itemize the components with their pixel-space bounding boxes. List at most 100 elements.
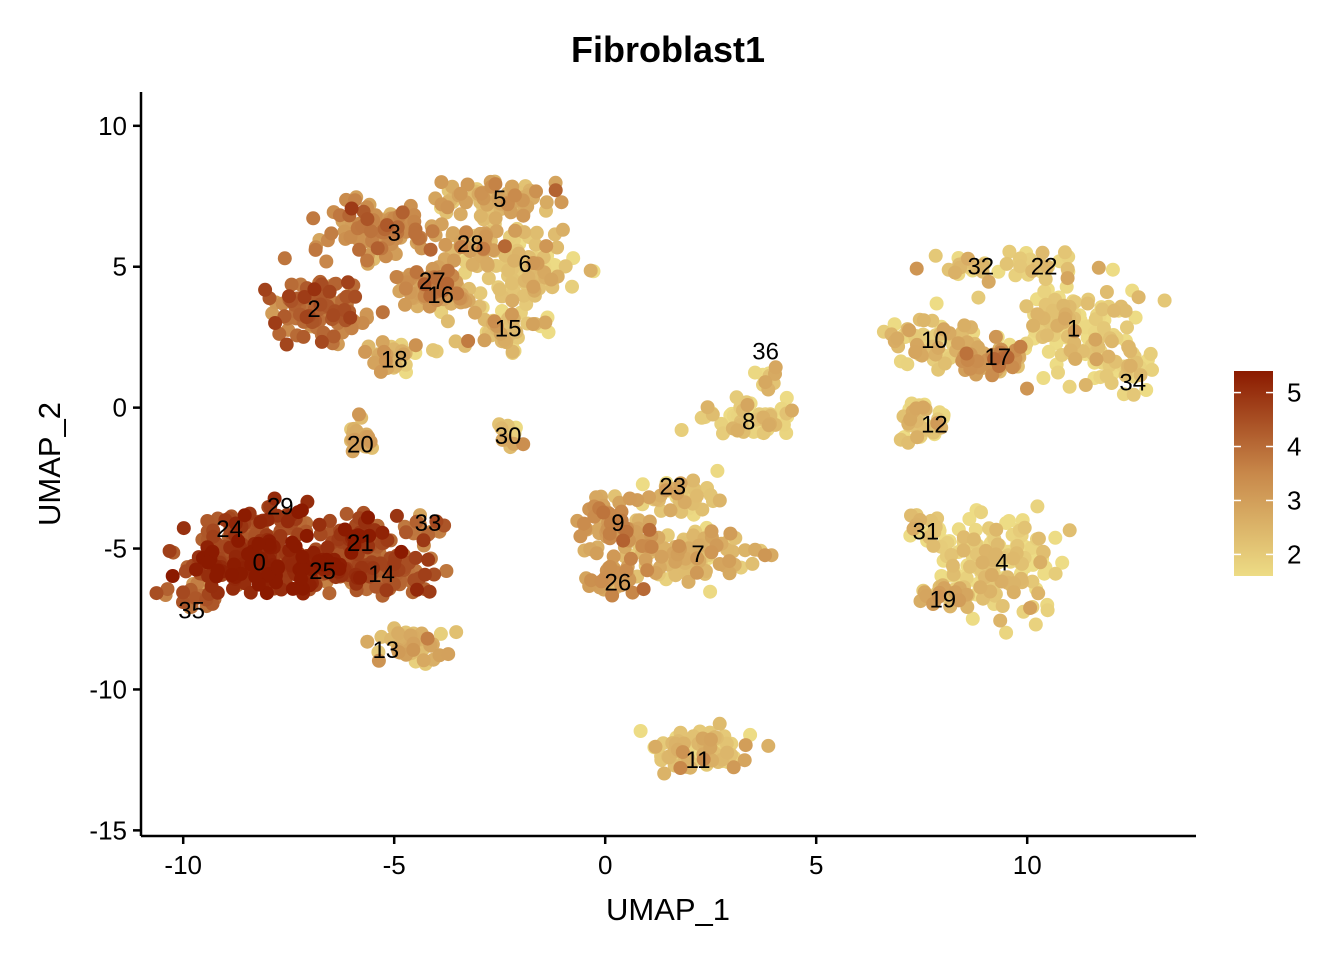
cell-point-cluster-23 [663,503,678,518]
cell-point-cluster-6 [548,258,562,273]
cell-point-cluster-6 [507,253,522,268]
cell-point-cluster-11 [675,745,690,760]
cell-point-cluster-11 [761,738,776,753]
cell-point-cluster-1 [1040,328,1054,343]
cell-point-cluster-26 [636,582,651,597]
cell-point-cluster-8 [674,423,689,437]
cell-point-cluster-6 [565,279,579,294]
cluster-label-21: 21 [347,530,374,557]
cell-point-cluster-23 [712,493,727,508]
cell-point-cluster-36 [758,375,773,390]
cell-point-cluster-23 [686,473,701,488]
cell-point-cluster-7 [704,545,719,560]
cell-point-cluster-7 [758,548,772,563]
cell-point-cluster-0 [241,547,255,562]
cell-point-cluster-16 [440,314,455,329]
cluster-label-33: 33 [415,510,442,537]
cell-point-cluster-24 [176,521,191,536]
y-tick-label: -5 [104,534,127,564]
cell-point-cluster-26 [625,585,640,600]
cell-point-cluster-14 [421,552,436,567]
cell-point-cluster-2 [277,251,292,266]
cell-point-cluster-2 [297,290,312,304]
cell-point-cluster-20 [352,407,366,422]
cell-point-cluster-26 [603,560,618,574]
cell-point-cluster-5 [488,211,503,226]
cell-point-cluster-15 [538,315,553,330]
cell-point-cluster-0 [271,561,285,576]
cell-point-cluster-7 [704,524,719,539]
cell-point-cluster-1 [1067,324,1082,339]
cell-point-cluster-6 [465,257,480,272]
cell-point-cluster-2 [375,305,390,320]
cell-point-cluster-11 [712,716,727,731]
cell-point-cluster-13 [449,625,464,640]
cell-point-cluster-12 [909,401,924,416]
cell-point-cluster-10 [902,323,917,338]
cell-point-cluster-6 [481,271,496,286]
cell-point-cluster-9 [642,522,657,537]
cell-point-cluster-18 [408,338,423,353]
cell-point-cluster-6 [558,259,573,274]
cell-point-cluster-9 [596,505,611,520]
cell-point-cluster-7 [686,528,701,543]
x-tick-label: 5 [809,850,823,880]
cell-point-cluster-32 [928,248,943,263]
cell-point-cluster-32 [961,251,975,266]
cell-point-cluster-35 [188,591,203,606]
cell-point-cluster-5 [453,186,468,201]
cell-point-cluster-6 [526,279,541,294]
cell-point-cluster-1 [1089,352,1104,367]
cell-point-cluster-4 [956,543,971,558]
cell-point-cluster-6 [473,286,488,301]
cell-point-cluster-0 [288,539,303,554]
cell-point-cluster-4 [1055,555,1070,570]
cell-point-cluster-3 [390,220,405,235]
legend-tick-label: 2 [1287,539,1301,569]
cell-point-cluster-2 [313,297,328,312]
cell-point-cluster-35 [176,595,190,610]
cell-point-cluster-2 [279,337,294,352]
cell-point-cluster-5 [539,195,554,210]
cell-point-cluster-10 [936,322,951,337]
cell-point-cluster-4 [993,613,1008,628]
cell-point-cluster-0 [295,549,310,564]
cell-point-cluster-6 [505,293,520,308]
cell-point-cluster-29 [294,503,309,518]
cell-point-cluster-0 [251,536,266,551]
cell-point-cluster-1 [1051,365,1065,380]
cell-point-cluster-22 [1091,260,1106,275]
cell-point-cluster-6 [550,240,565,255]
cell-point-cluster-22 [1040,259,1055,274]
cell-point-cluster-36 [748,365,762,380]
cell-point-cluster-4 [1031,531,1046,546]
cell-point-cluster-3 [306,211,321,226]
cell-point-cluster-4 [965,611,980,626]
cell-point-cluster-33 [429,514,444,529]
cell-point-cluster-1 [971,290,986,305]
cluster-label-19: 19 [929,586,956,613]
cell-point-cluster-5 [488,177,503,192]
cell-point-cluster-21 [375,525,390,540]
cell-point-cluster-0 [273,529,288,543]
cell-point-cluster-22 [999,256,1014,271]
cell-point-cluster-5 [440,200,455,215]
cluster-label-6: 6 [518,251,531,278]
cell-point-cluster-22 [1025,264,1040,279]
cell-point-cluster-8 [730,423,745,438]
cluster-label-31: 31 [913,519,940,546]
cell-point-cluster-3 [408,226,423,241]
cluster-label-28: 28 [457,231,484,258]
cell-point-cluster-1 [1068,351,1083,366]
cell-point-cluster-31 [928,520,943,534]
cell-point-cluster-1 [1099,285,1114,299]
cell-point-cluster-2 [307,282,322,297]
cell-point-cluster-34 [1101,349,1116,364]
cell-point-cluster-7 [672,539,686,554]
cell-point-cluster-17 [1020,381,1034,396]
cell-point-cluster-4 [1017,520,1032,535]
cell-point-cluster-18 [396,347,411,362]
cluster-label-15: 15 [495,316,522,343]
cell-point-cluster-9 [603,516,618,531]
cell-point-cluster-4 [963,559,977,574]
